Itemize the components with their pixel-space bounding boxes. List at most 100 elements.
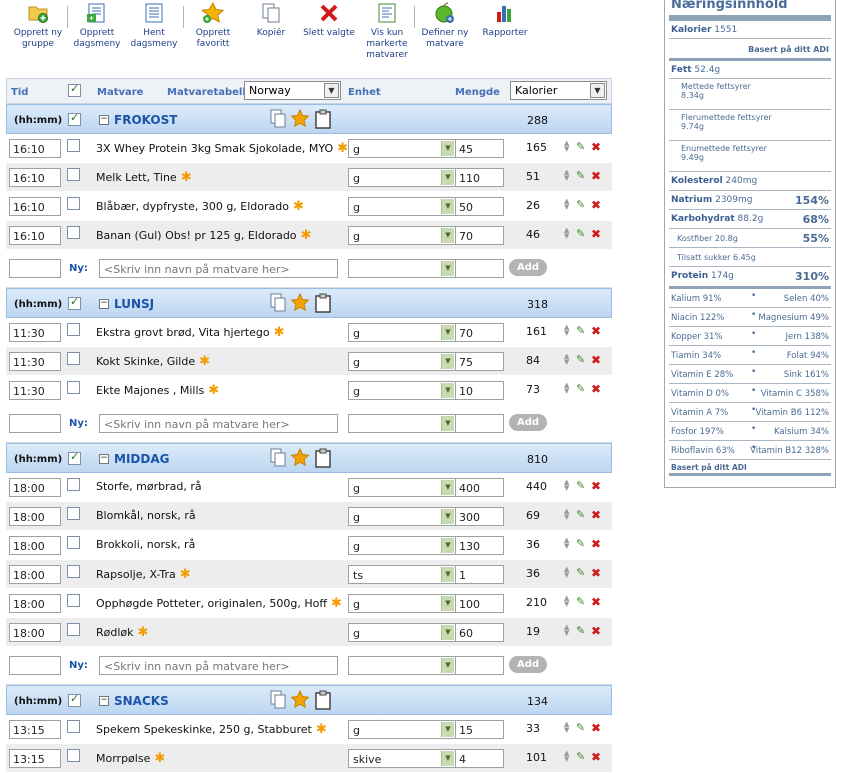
quantity-input[interactable]: 45 (455, 139, 504, 158)
favorite-star-icon[interactable] (291, 448, 309, 468)
edit-pencil-icon[interactable]: ✎ (576, 595, 586, 608)
unit-select[interactable]: g ▼ (348, 226, 456, 245)
new-unit-select[interactable]: ▼ (348, 259, 456, 278)
new-unit-select[interactable]: ▼ (348, 414, 456, 433)
row-checkbox[interactable] (67, 478, 80, 491)
row-checkbox[interactable] (67, 197, 80, 210)
time-input[interactable]: 18:00 (9, 594, 61, 613)
delete-x-icon[interactable]: ✖ (591, 227, 602, 241)
kalorier-select[interactable]: Kalorier ▼ (510, 81, 607, 100)
time-input[interactable]: 11:30 (9, 381, 61, 400)
quantity-input[interactable]: 60 (455, 623, 504, 642)
unit-select[interactable]: g ▼ (348, 197, 456, 216)
row-checkbox[interactable] (67, 507, 80, 520)
row-checkbox[interactable] (67, 139, 80, 152)
quantity-input[interactable]: 4 (455, 749, 504, 768)
unit-select[interactable]: g ▼ (348, 381, 456, 400)
delete-x-icon[interactable]: ✖ (591, 750, 602, 764)
define-food-button[interactable]: Definer ny matvare (420, 0, 470, 50)
fetch-daymenu-button[interactable]: Hent dagsmeny (129, 0, 179, 50)
delete-x-icon[interactable]: ✖ (591, 479, 602, 493)
copy-button[interactable]: Kopiér (251, 0, 291, 39)
new-quantity-input[interactable] (455, 414, 504, 433)
edit-pencil-icon[interactable]: ✎ (576, 624, 586, 637)
row-checkbox[interactable] (67, 720, 80, 733)
copy-icon[interactable] (269, 293, 287, 313)
edit-pencil-icon[interactable]: ✎ (576, 140, 586, 153)
delete-x-icon[interactable]: ✖ (591, 508, 602, 522)
add-button[interactable]: Add (509, 414, 547, 431)
collapse-icon[interactable]: − (99, 695, 109, 706)
edit-pencil-icon[interactable]: ✎ (576, 537, 586, 550)
create-group-button[interactable]: Opprett ny gruppe (12, 0, 64, 50)
time-input[interactable]: 13:15 (9, 720, 61, 739)
row-checkbox[interactable] (67, 168, 80, 181)
delete-x-icon[interactable]: ✖ (591, 721, 602, 735)
edit-pencil-icon[interactable]: ✎ (576, 508, 586, 521)
time-input[interactable]: 16:10 (9, 168, 61, 187)
quantity-input[interactable]: 300 (455, 507, 504, 526)
edit-pencil-icon[interactable]: ✎ (576, 479, 586, 492)
collapse-icon[interactable]: − (99, 453, 109, 464)
edit-pencil-icon[interactable]: ✎ (576, 382, 586, 395)
new-unit-select[interactable]: ▼ (348, 656, 456, 675)
favorite-star-icon[interactable] (291, 690, 309, 710)
unit-select[interactable]: skive ▼ (348, 749, 456, 768)
unit-select[interactable]: g ▼ (348, 507, 456, 526)
section-checkbox[interactable] (68, 692, 81, 707)
delete-x-icon[interactable]: ✖ (591, 537, 602, 551)
time-input[interactable]: 18:00 (9, 536, 61, 555)
move-updown-icon[interactable]: ▲ ▼ (564, 226, 570, 240)
edit-pencil-icon[interactable]: ✎ (576, 566, 586, 579)
move-updown-icon[interactable]: ▲ ▼ (564, 594, 570, 608)
edit-pencil-icon[interactable]: ✎ (576, 721, 586, 734)
move-updown-icon[interactable]: ▲ ▼ (564, 623, 570, 637)
row-checkbox[interactable] (67, 352, 80, 365)
clipboard-icon[interactable] (314, 293, 332, 313)
row-checkbox[interactable] (67, 536, 80, 549)
copy-icon[interactable] (269, 448, 287, 468)
new-quantity-input[interactable] (455, 656, 504, 675)
quantity-input[interactable]: 130 (455, 536, 504, 555)
move-updown-icon[interactable]: ▲ ▼ (564, 749, 570, 763)
row-checkbox[interactable] (67, 623, 80, 636)
food-search-input[interactable]: <Skriv inn navn på matvare her> (99, 414, 338, 433)
create-daymenu-button[interactable]: Opprett dagsmeny (72, 0, 122, 50)
copy-icon[interactable] (269, 690, 287, 710)
move-updown-icon[interactable]: ▲ ▼ (564, 139, 570, 153)
copy-icon[interactable] (269, 109, 287, 129)
favorite-star-icon[interactable] (291, 293, 309, 313)
quantity-input[interactable]: 100 (455, 594, 504, 613)
time-input[interactable]: 11:30 (9, 352, 61, 371)
delete-x-icon[interactable]: ✖ (591, 353, 602, 367)
new-time-input[interactable] (9, 414, 61, 433)
delete-x-icon[interactable]: ✖ (591, 595, 602, 609)
edit-pencil-icon[interactable]: ✎ (576, 198, 586, 211)
quantity-input[interactable]: 400 (455, 478, 504, 497)
delete-selected-button[interactable]: Slett valgte (302, 0, 356, 39)
row-checkbox[interactable] (67, 749, 80, 762)
show-marked-button[interactable]: Vis kun markerte matvarer (362, 0, 412, 61)
move-updown-icon[interactable]: ▲ ▼ (564, 565, 570, 579)
move-updown-icon[interactable]: ▲ ▼ (564, 323, 570, 337)
time-input[interactable]: 16:10 (9, 197, 61, 216)
create-favorite-button[interactable]: Opprett favoritt (190, 0, 236, 50)
add-button[interactable]: Add (509, 656, 547, 673)
unit-select[interactable]: g ▼ (348, 168, 456, 187)
unit-select[interactable]: g ▼ (348, 594, 456, 613)
add-button[interactable]: Add (509, 259, 547, 276)
time-input[interactable]: 13:15 (9, 749, 61, 768)
edit-pencil-icon[interactable]: ✎ (576, 324, 586, 337)
move-updown-icon[interactable]: ▲ ▼ (564, 720, 570, 734)
delete-x-icon[interactable]: ✖ (591, 324, 602, 338)
delete-x-icon[interactable]: ✖ (591, 624, 602, 638)
time-input[interactable]: 18:00 (9, 507, 61, 526)
time-input[interactable]: 18:00 (9, 478, 61, 497)
move-updown-icon[interactable]: ▲ ▼ (564, 352, 570, 366)
row-checkbox[interactable] (67, 594, 80, 607)
row-checkbox[interactable] (67, 226, 80, 239)
quantity-input[interactable]: 15 (455, 720, 504, 739)
time-input[interactable]: 11:30 (9, 323, 61, 342)
unit-select[interactable]: g ▼ (348, 536, 456, 555)
food-search-input[interactable]: <Skriv inn navn på matvare her> (99, 656, 338, 675)
